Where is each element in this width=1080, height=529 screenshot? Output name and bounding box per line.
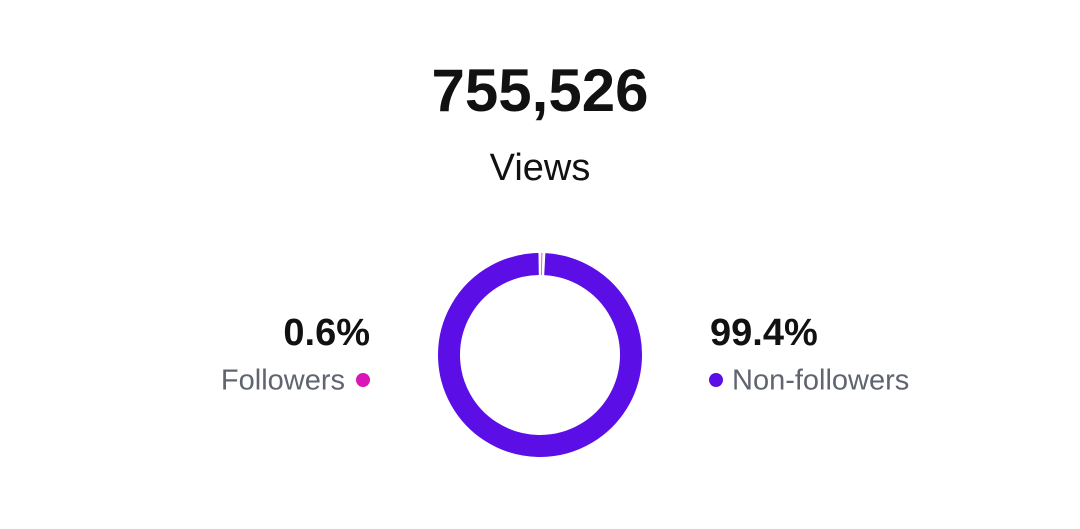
legend-dot [709,373,723,387]
views-label: Views [490,147,591,189]
value-label: 99.4% [710,312,818,354]
value-label: 0.6% [283,312,370,354]
legend-dot [356,373,370,387]
total-views: 755,526 [432,57,649,124]
donut-segment [438,253,642,457]
legend-label: Followers [221,365,345,397]
legend-label: Non-followers [732,365,909,397]
